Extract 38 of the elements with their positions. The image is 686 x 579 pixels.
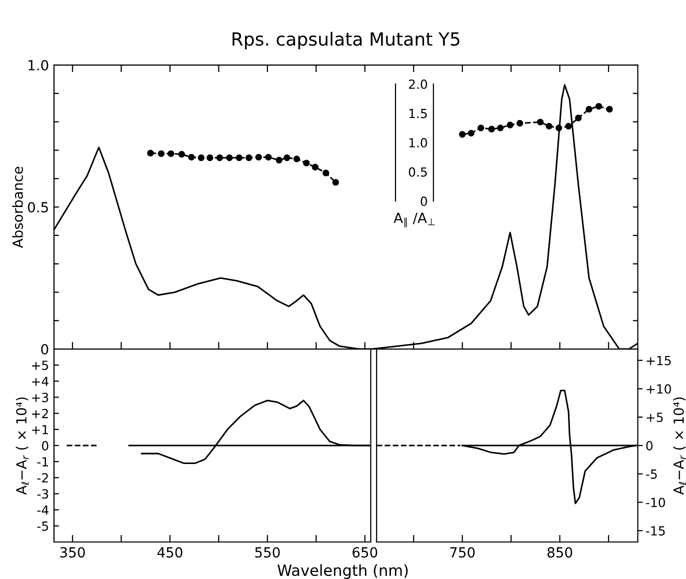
y2-axis-title: A$_{∥}$ /A$_{⊥}$ [394, 212, 435, 228]
y-tick-label: -15 [646, 526, 665, 536]
x-tick-label: 550 [255, 547, 280, 558]
y-tick-label: -5 [646, 470, 657, 479]
y-tick-label: +4 [32, 376, 48, 386]
y-tick-label: 0 [646, 440, 653, 450]
y-axis-title: Absorbance [12, 166, 23, 248]
y-tick-label: 0.5 [28, 202, 48, 212]
y-tick-label: +2 [32, 408, 48, 418]
y-tick-label: +3 [32, 392, 48, 402]
y-tick-label: +15 [646, 356, 671, 366]
x-tick-label: 850 [547, 547, 572, 558]
y-tick-label: -4 [37, 505, 48, 515]
chart-title: Rps. capsulata Mutant Y5 [232, 32, 460, 50]
y2-tick-label: 2.0 [408, 80, 428, 89]
y2-tick-label: 1.5 [409, 108, 427, 118]
y2-tick-label: 0.5 [408, 167, 427, 177]
y-tick-label: +1 [32, 425, 48, 434]
y-tick-label: 0 [42, 440, 48, 450]
y-tick-label: -10 [646, 498, 665, 508]
y-tick-label: -1 [37, 457, 48, 466]
y-tick-label: -3 [37, 489, 48, 499]
y-tick-label: 0 [41, 344, 48, 354]
y2-tick-label: 1.0 [409, 138, 428, 148]
y-axis-title: A$_{ℓ}$−A$_{r}$ ( × 10⁴) [673, 397, 686, 495]
x-axis-title: Wavelength (nm) [278, 564, 408, 579]
y-tick-label: -5 [37, 522, 48, 531]
y-tick-label: +5 [646, 412, 663, 422]
x-tick-label: 450 [157, 547, 182, 558]
y2-tick-label: 0 [420, 196, 428, 206]
y-tick-label: +10 [646, 384, 671, 394]
x-tick-label: 650 [352, 547, 378, 558]
x-tick-label: 750 [450, 547, 475, 558]
x-tick-label: 350 [60, 547, 85, 558]
y-tick-label: 1.0 [28, 60, 48, 70]
y-tick-label: +5 [32, 360, 48, 370]
y-axis-title: A$_{ℓ}$−A$_{r}$ ( × 10⁴) [16, 397, 29, 495]
y-tick-label: -2 [37, 473, 48, 482]
